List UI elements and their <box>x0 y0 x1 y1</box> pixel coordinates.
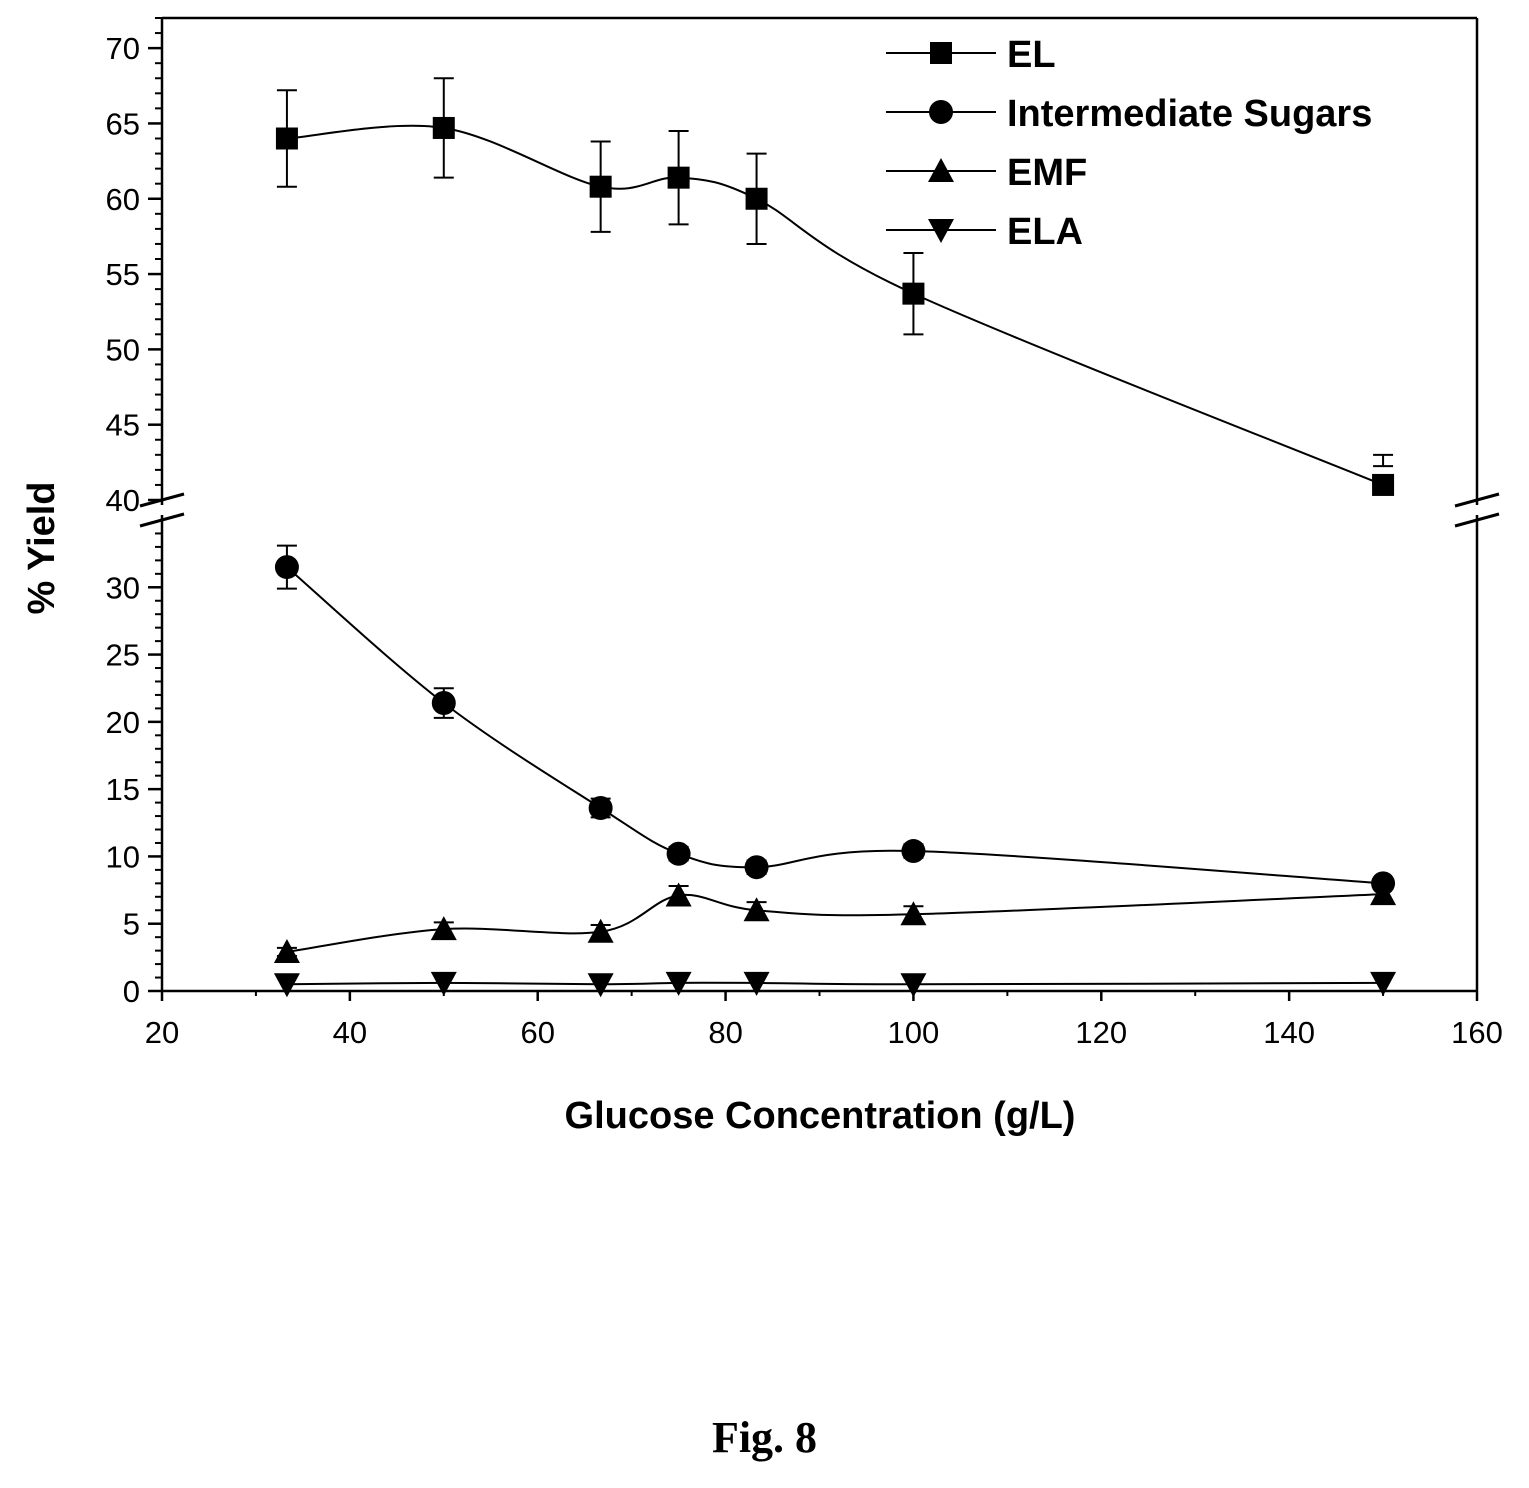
axis-break-mark <box>1454 512 1500 528</box>
data-point-el <box>902 282 925 305</box>
data-point-intermediate-sugars <box>588 795 613 820</box>
figure-caption: Fig. 8 <box>711 1413 818 1462</box>
y-tick-label: 50 <box>106 332 140 367</box>
x-tick-label: 140 <box>1263 1015 1315 1050</box>
legend-item-el: EL <box>886 34 1056 76</box>
legend-label-el: EL <box>1007 34 1056 76</box>
legend-item-intermediate-sugars: Intermediate Sugars <box>886 93 1372 135</box>
data-point-el <box>589 175 612 198</box>
legend-label-intermediate-sugars: Intermediate Sugars <box>1007 93 1372 135</box>
data-point-el <box>745 187 768 210</box>
series-intermediate-sugars <box>274 544 1396 896</box>
y-tick-label: 15 <box>106 772 140 807</box>
legend-label-ela: ELA <box>1007 211 1083 253</box>
data-point-ela <box>1370 971 1397 996</box>
y-tick-label: 0 <box>123 974 140 1009</box>
data-point-intermediate-sugars <box>431 691 456 716</box>
x-axis-label: Glucose Concentration (g/L) <box>565 1095 1076 1137</box>
x-tick-label: 100 <box>888 1015 940 1050</box>
x-tick-label: 20 <box>145 1015 179 1050</box>
x-tick-label: 160 <box>1451 1015 1503 1050</box>
y-tick-label: 30 <box>106 570 140 605</box>
series-line-ela <box>286 981 1384 986</box>
axis-break-mark <box>1454 492 1500 508</box>
series-line-intermediate-sugars <box>286 566 1384 885</box>
data-point-emf <box>900 901 927 926</box>
data-point-ela <box>430 971 457 996</box>
legend-label-emf: EMF <box>1007 152 1087 194</box>
data-point-ela <box>900 973 927 998</box>
y-tick-label: 70 <box>106 31 140 66</box>
y-tick-label: 40 <box>106 483 140 518</box>
legend-marker-el <box>930 42 952 64</box>
data-point-emf <box>1370 881 1397 906</box>
data-point-emf <box>430 916 457 941</box>
series-line-el <box>286 124 1384 486</box>
series-layer <box>273 77 1397 998</box>
x-tick-label: 120 <box>1075 1015 1127 1050</box>
y-tick-label: 25 <box>106 638 140 673</box>
series-emf <box>273 881 1397 963</box>
data-point-intermediate-sugars <box>744 855 769 880</box>
data-point-el <box>275 127 298 150</box>
axes: 20 40 60 80 100 120 140 160 0 5 10 15 20 25 30 40 45 50 55… <box>106 16 1503 1050</box>
series-ela <box>273 971 1397 998</box>
legend-marker-intermediate-sugars <box>929 100 953 124</box>
legend: EL Intermediate Sugars EMF ELA <box>886 34 1372 253</box>
y-tick-label: 65 <box>106 106 140 141</box>
data-point-emf <box>743 897 770 922</box>
data-point-emf <box>273 938 300 963</box>
data-point-intermediate-sugars <box>901 839 926 864</box>
data-point-emf <box>665 882 692 907</box>
legend-marker-emf <box>928 158 954 182</box>
y-axis-label: % Yield <box>21 481 63 614</box>
data-point-el <box>432 116 455 139</box>
data-point-intermediate-sugars <box>274 555 299 580</box>
x-tick-label: 40 <box>333 1015 367 1050</box>
x-tick-label: 60 <box>520 1015 554 1050</box>
legend-item-emf: EMF <box>886 152 1087 194</box>
legend-item-ela: ELA <box>886 211 1083 253</box>
data-point-intermediate-sugars <box>666 841 691 866</box>
axis-break-mark <box>139 512 185 528</box>
y-tick-label: 5 <box>123 907 140 942</box>
data-point-el <box>667 166 690 189</box>
x-tick-label: 80 <box>708 1015 742 1050</box>
data-point-el <box>1372 473 1395 496</box>
y-tick-label: 55 <box>106 257 140 292</box>
data-point-ela <box>665 971 692 996</box>
data-point-ela <box>743 971 770 996</box>
data-point-ela <box>587 973 614 998</box>
legend-marker-ela <box>928 219 954 243</box>
data-point-emf <box>587 918 614 943</box>
y-tick-label: 20 <box>106 705 140 740</box>
y-tick-label: 45 <box>106 408 140 443</box>
y-tick-label: 60 <box>106 182 140 217</box>
data-point-ela <box>273 973 300 998</box>
y-tick-label: 10 <box>106 839 140 874</box>
series-el <box>275 77 1395 496</box>
